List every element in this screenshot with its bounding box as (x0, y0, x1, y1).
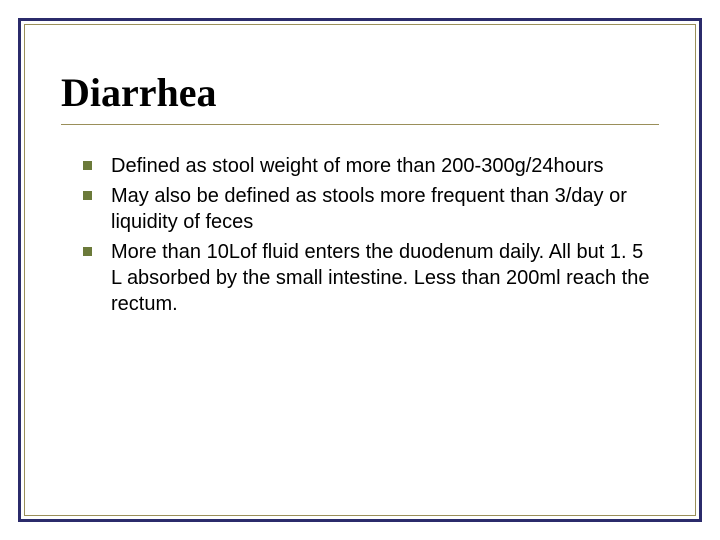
list-item-text: May also be defined as stools more frequ… (111, 185, 627, 233)
list-item: May also be defined as stools more frequ… (83, 183, 659, 235)
slide-content: Diarrhea Defined as stool weight of more… (25, 25, 695, 515)
outer-border: Diarrhea Defined as stool weight of more… (18, 18, 702, 522)
list-item-text: More than 10Lof fluid enters the duodenu… (111, 241, 649, 315)
square-bullet-icon (83, 247, 92, 256)
list-item: More than 10Lof fluid enters the duodenu… (83, 239, 659, 317)
bullet-list: Defined as stool weight of more than 200… (61, 153, 659, 317)
square-bullet-icon (83, 191, 92, 200)
title-underline (61, 124, 659, 125)
slide-title: Diarrhea (61, 69, 659, 116)
square-bullet-icon (83, 161, 92, 170)
list-item-text: Defined as stool weight of more than 200… (111, 155, 604, 177)
list-item: Defined as stool weight of more than 200… (83, 153, 659, 179)
inner-border: Diarrhea Defined as stool weight of more… (24, 24, 696, 516)
